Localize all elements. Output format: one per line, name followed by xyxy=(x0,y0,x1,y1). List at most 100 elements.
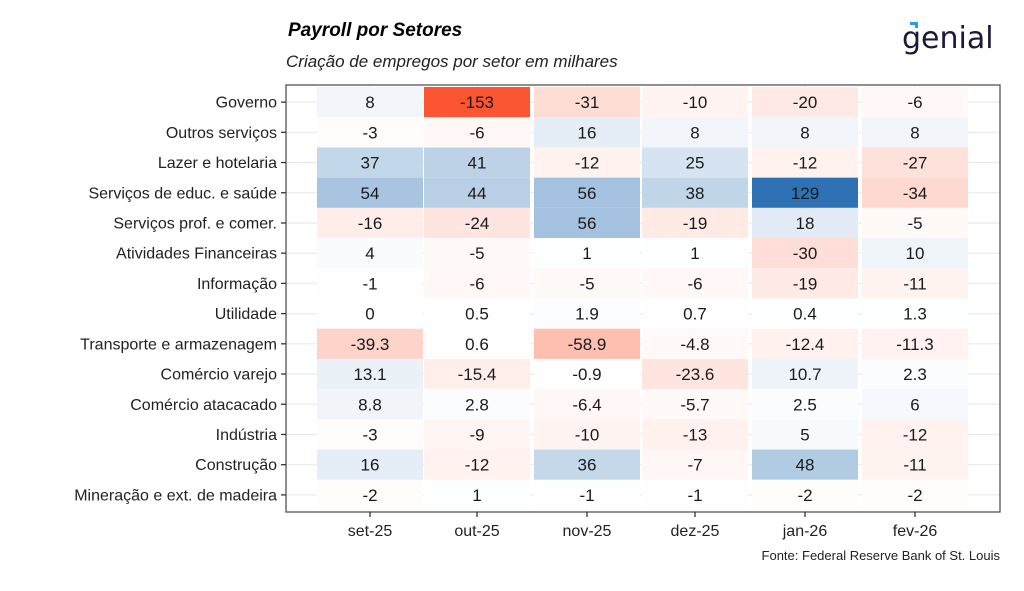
cell-value-label: 1.3 xyxy=(903,305,927,324)
heatmap-cell xyxy=(424,449,530,480)
heatmap-cell xyxy=(642,298,748,329)
heatmap-cell xyxy=(752,449,858,480)
heatmap-cell xyxy=(862,389,968,420)
heatmap-cell xyxy=(862,177,968,208)
cell-value-label: -2 xyxy=(907,486,922,505)
heatmap-cell xyxy=(424,358,530,390)
heatmap-cell xyxy=(534,419,640,450)
cell-value-label: -153 xyxy=(460,93,494,112)
heatmap-cell xyxy=(642,147,748,178)
heatmap-cell xyxy=(752,298,858,329)
heatmap-cell xyxy=(862,207,968,239)
cell-value-label: 0 xyxy=(365,305,374,324)
heatmap-cell xyxy=(752,268,858,299)
heatmap-cell xyxy=(424,268,530,299)
heatmap-cell xyxy=(862,328,968,359)
heatmap-cell xyxy=(424,87,530,118)
cell-value-label: -11 xyxy=(903,274,926,293)
cell-value-label: -6 xyxy=(687,274,702,293)
cell-value-label: -27 xyxy=(903,154,928,173)
cell-value-label: 38 xyxy=(686,184,705,203)
heatmap-cell xyxy=(642,268,748,299)
heatmap-cell xyxy=(642,328,748,359)
y-tick-label: Lazer e hotelaria xyxy=(158,155,277,172)
heatmap-cell xyxy=(752,177,858,208)
y-tick-label: Atividades Financeiras xyxy=(116,246,277,263)
cell-value-label: 10 xyxy=(906,244,925,263)
heatmap-cell xyxy=(642,177,748,208)
heatmap-cell xyxy=(862,147,968,178)
heatmap-cell xyxy=(534,117,640,148)
heatmap-cell xyxy=(862,238,968,269)
cell-value-label: 129 xyxy=(791,184,819,203)
cell-value-label: -12 xyxy=(793,154,818,173)
cell-value-label: 13.1 xyxy=(353,365,386,384)
cell-value-label: -11 xyxy=(903,456,926,475)
heatmap-cell xyxy=(424,207,530,239)
cell-value-label: 2.3 xyxy=(903,365,927,384)
logo-accent-icon xyxy=(910,22,918,28)
heatmap-cell xyxy=(534,449,640,480)
heatmap-cell xyxy=(534,328,640,359)
heatmap-cell xyxy=(534,268,640,299)
heatmap-cell xyxy=(752,419,858,450)
chart-title: Payroll por Setores xyxy=(288,20,463,41)
cell-value-label: 2.8 xyxy=(465,395,489,414)
heatmap-cell xyxy=(317,177,423,208)
heatmap-cell xyxy=(642,358,748,390)
y-tick-label: Comércio atacacado xyxy=(130,397,277,414)
cell-value-label: -5 xyxy=(469,244,484,263)
heatmap-cell xyxy=(317,207,423,239)
heatmap-cell xyxy=(862,268,968,299)
cell-value-label: -16 xyxy=(358,214,383,233)
cell-value-label: -1 xyxy=(579,486,594,505)
cell-value-label: 41 xyxy=(468,154,487,173)
cell-value-label: -12 xyxy=(575,154,600,173)
heatmap-cell xyxy=(317,479,423,510)
heatmap-cell xyxy=(862,117,968,148)
cell-value-label: 8 xyxy=(365,93,374,112)
x-tick-label: jan-26 xyxy=(782,523,828,540)
cell-value-label: -5 xyxy=(579,274,594,293)
cell-value-label: -3 xyxy=(362,123,377,142)
cell-value-label: -30 xyxy=(793,244,818,263)
heatmap-cell xyxy=(752,117,858,148)
cell-value-label: 6 xyxy=(910,395,919,414)
heatmap-cell xyxy=(317,328,423,359)
cell-value-label: -10 xyxy=(575,425,600,444)
heatmap-cell xyxy=(642,479,748,510)
heatmap-cell xyxy=(424,238,530,269)
cell-value-label: 8 xyxy=(690,123,699,142)
cell-value-label: -5 xyxy=(907,214,922,233)
cell-value-label: 8.8 xyxy=(358,395,382,414)
heatmap-cell xyxy=(534,177,640,208)
cell-value-label: -5.7 xyxy=(680,395,709,414)
x-tick-label: out-25 xyxy=(454,523,499,540)
cell-value-label: -34 xyxy=(903,184,928,203)
heatmap-cell xyxy=(424,147,530,178)
cell-value-label: -6 xyxy=(907,93,922,112)
cell-value-label: -7 xyxy=(687,456,702,475)
heatmap-cell xyxy=(534,147,640,178)
heatmap-cell xyxy=(317,389,423,420)
heatmap-cell xyxy=(534,298,640,329)
cell-value-label: -9 xyxy=(469,425,484,444)
heatmap-cell xyxy=(317,268,423,299)
cell-value-label: 1 xyxy=(582,244,591,263)
x-axis: set-25 out-25 nov-25 dez-25 jan-26 fev-26 xyxy=(348,512,937,540)
y-tick-label: Construção xyxy=(195,457,277,474)
heatmap-cell xyxy=(534,358,640,390)
y-tick-label: Transporte e armazenagem xyxy=(80,336,277,353)
cell-value-label: 25 xyxy=(686,154,705,173)
heatmap-cell xyxy=(752,358,858,390)
cell-value-label: 0.6 xyxy=(465,335,489,354)
heatmap-cells xyxy=(317,87,968,510)
heatmap-cell xyxy=(424,328,530,359)
x-tick-label: nov-25 xyxy=(563,523,612,540)
cell-value-label: 1.9 xyxy=(575,305,599,324)
y-tick-label: Mineração e ext. de madeira xyxy=(74,487,277,504)
heatmap-cell xyxy=(534,238,640,269)
heatmap-cell xyxy=(317,449,423,480)
heatmap-cell xyxy=(642,207,748,239)
